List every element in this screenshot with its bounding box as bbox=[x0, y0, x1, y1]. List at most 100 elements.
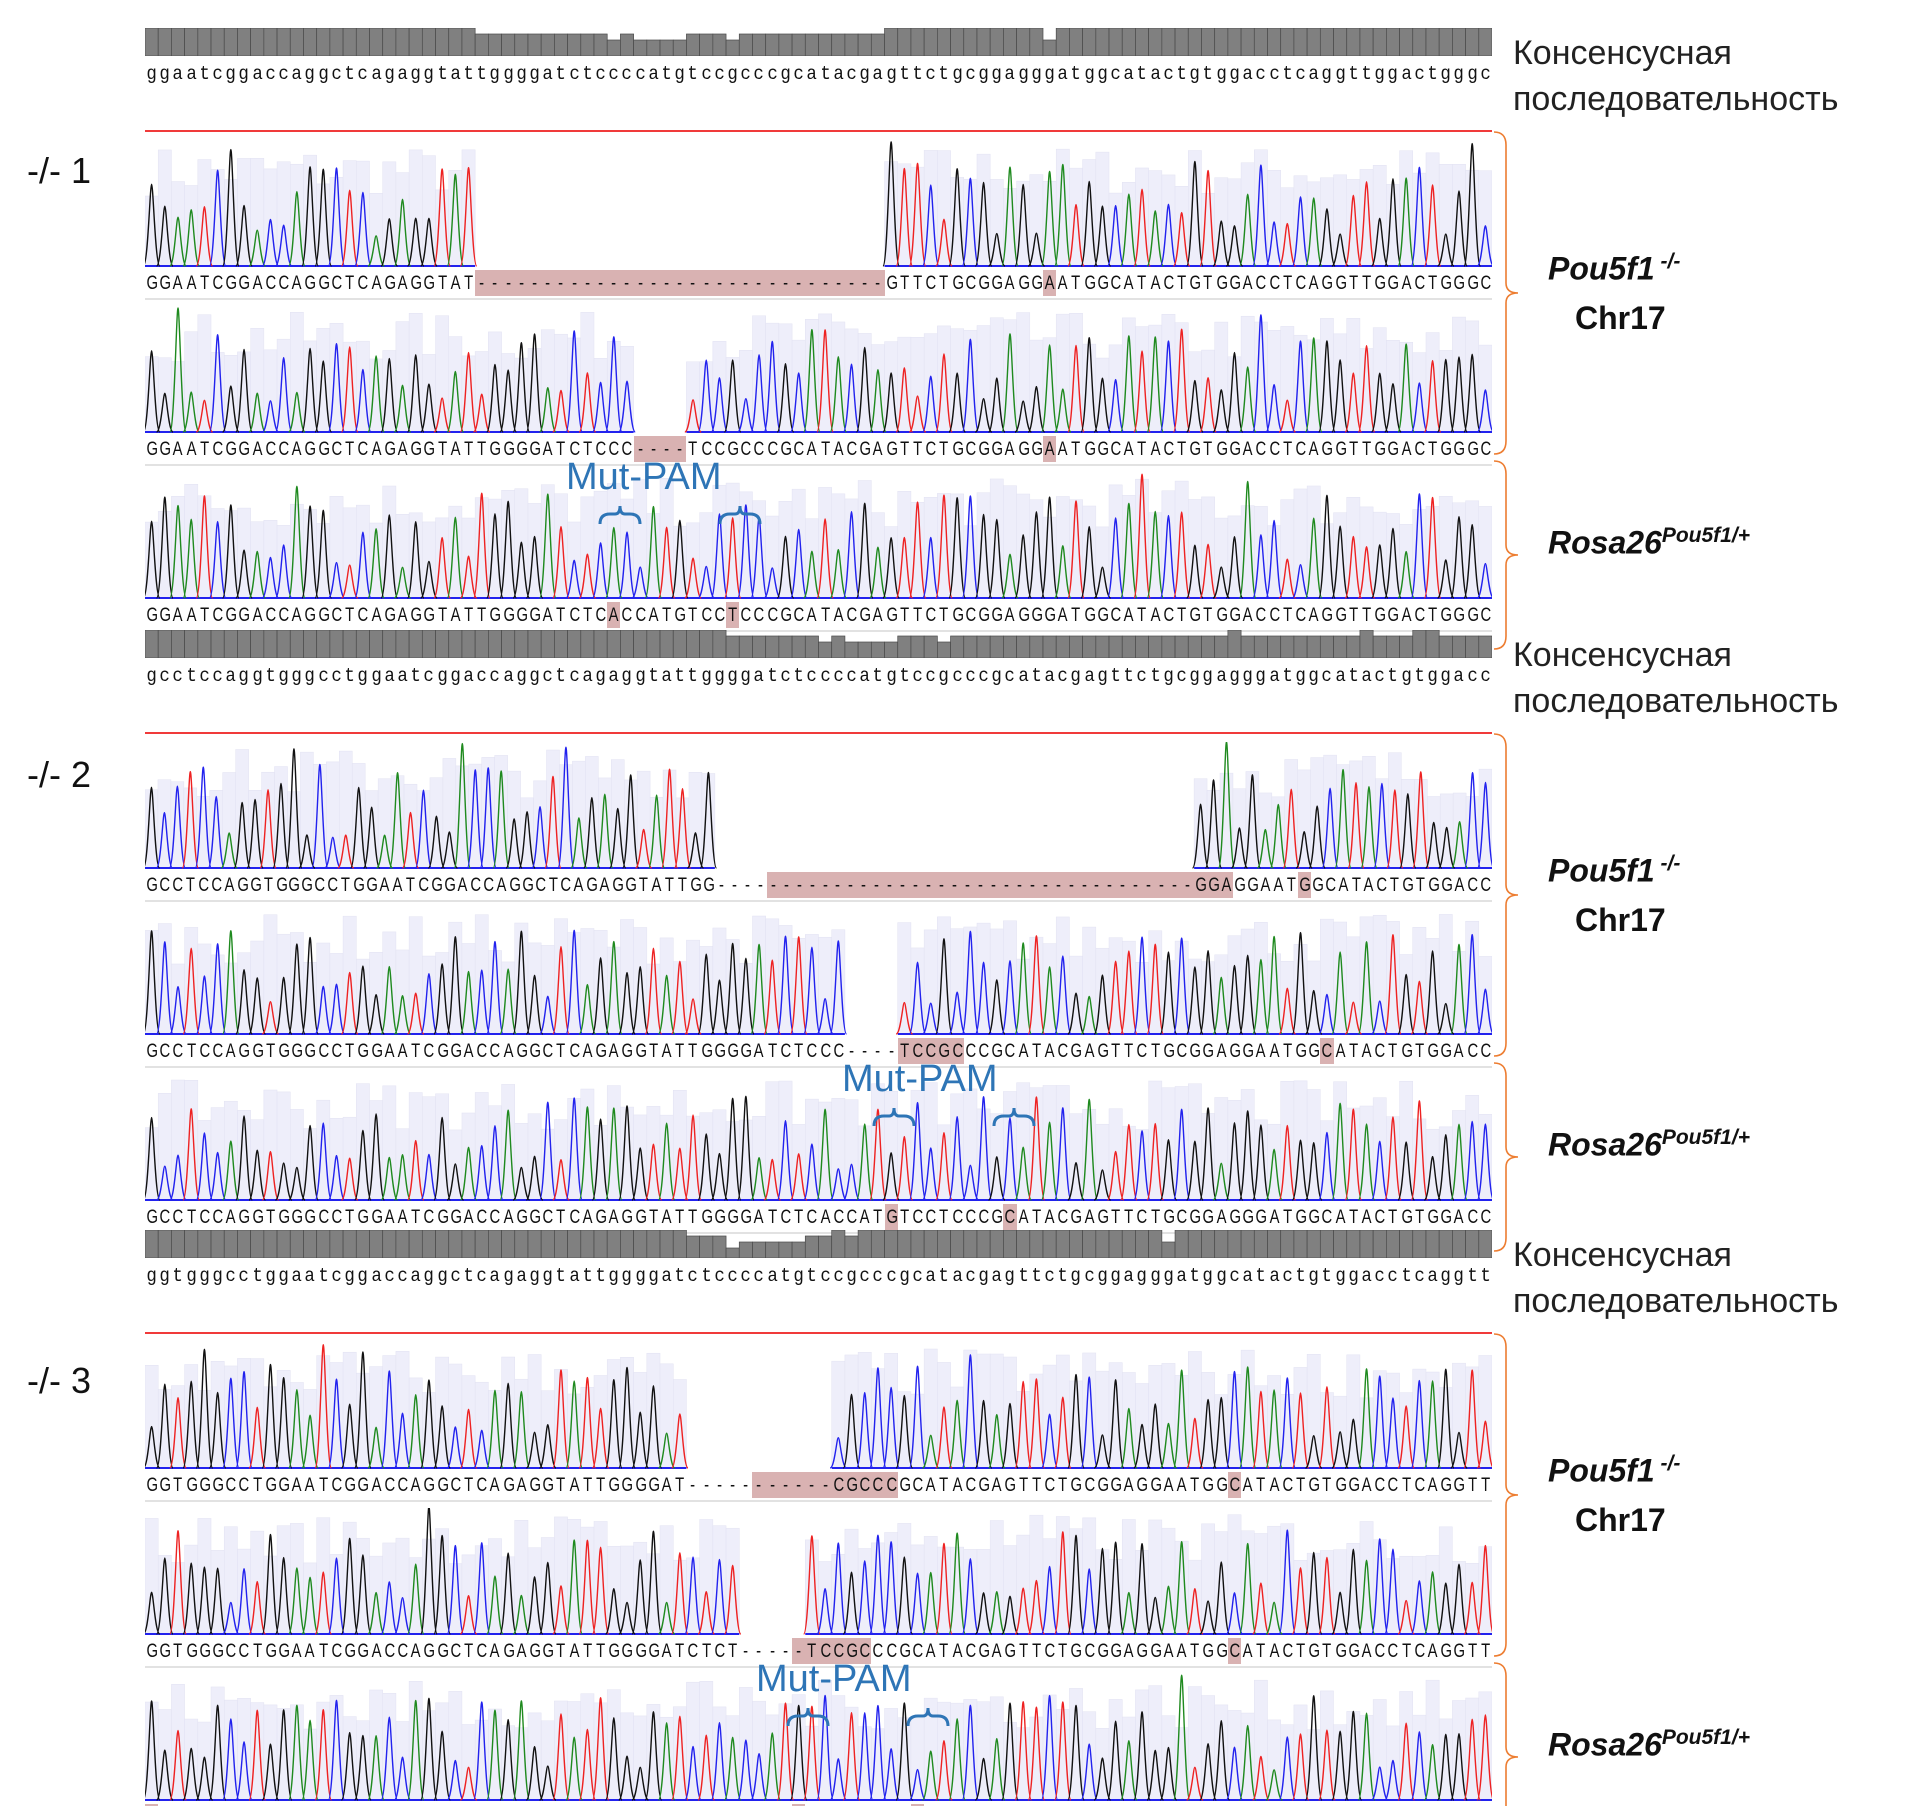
base: t bbox=[1414, 665, 1425, 687]
base: C bbox=[331, 1041, 343, 1062]
trace-peak-T bbox=[1278, 222, 1297, 267]
identity-bar bbox=[1253, 635, 1268, 658]
trace-peak-C bbox=[789, 528, 808, 599]
base: G bbox=[1427, 1041, 1439, 1062]
identity-bar bbox=[540, 630, 555, 658]
base: G bbox=[186, 1475, 198, 1496]
quality-bar bbox=[937, 150, 951, 267]
base: t bbox=[819, 63, 831, 85]
quality-bar bbox=[1280, 1394, 1295, 1469]
identity-bar bbox=[1082, 635, 1097, 658]
base: C bbox=[1414, 1641, 1425, 1662]
trace-peak-G bbox=[776, 535, 795, 599]
base: a bbox=[806, 63, 818, 85]
trace-peak-G bbox=[518, 811, 536, 869]
trace-peak-G bbox=[420, 217, 438, 267]
base: G bbox=[1348, 1641, 1360, 1662]
trace-peak-G bbox=[1225, 225, 1244, 267]
trace-peak-A bbox=[367, 235, 385, 267]
base: g bbox=[370, 665, 382, 687]
base: t bbox=[1295, 1265, 1306, 1287]
identity-bar bbox=[831, 33, 846, 56]
base: c bbox=[740, 1265, 752, 1287]
quality-bar bbox=[1069, 1380, 1083, 1469]
base: c bbox=[1268, 63, 1280, 85]
base: A bbox=[489, 1475, 500, 1496]
base: a bbox=[1427, 1265, 1438, 1287]
base: A bbox=[1057, 439, 1068, 460]
base: C bbox=[1136, 1041, 1148, 1062]
base: A bbox=[872, 605, 883, 626]
trace-peak-G bbox=[1436, 358, 1455, 433]
base: C bbox=[483, 875, 494, 896]
base: a bbox=[1268, 665, 1280, 687]
trace-peak-G bbox=[1212, 389, 1231, 433]
base: C bbox=[780, 1041, 792, 1062]
quality-bar bbox=[1372, 1539, 1387, 1635]
quality-bar bbox=[171, 1562, 185, 1635]
base: - bbox=[1146, 875, 1152, 896]
base: T bbox=[664, 875, 675, 896]
base: C bbox=[1268, 439, 1280, 460]
base: g bbox=[674, 63, 686, 85]
base: a bbox=[1149, 63, 1161, 85]
base: - bbox=[1003, 875, 1009, 896]
trace-peak-C bbox=[591, 381, 610, 433]
base: - bbox=[690, 273, 696, 294]
quality-bar bbox=[897, 1717, 912, 1801]
quality-bar bbox=[1267, 525, 1281, 599]
base: C bbox=[740, 605, 752, 626]
base: G bbox=[859, 605, 872, 626]
base: a bbox=[185, 63, 197, 85]
identity-bar bbox=[1372, 635, 1387, 658]
base: a bbox=[291, 63, 303, 85]
mismatch-highlight bbox=[766, 872, 1233, 898]
identity-bar bbox=[1240, 28, 1255, 56]
base: g bbox=[938, 665, 950, 687]
trace-peak-G bbox=[1384, 382, 1402, 433]
quality-bar bbox=[1254, 321, 1268, 433]
base: G bbox=[1070, 1641, 1083, 1662]
base: G bbox=[366, 875, 379, 896]
identity-bar bbox=[1253, 28, 1268, 56]
identity-bar bbox=[184, 1230, 199, 1258]
base: C bbox=[1057, 1207, 1069, 1228]
base: C bbox=[793, 605, 805, 626]
base: T bbox=[548, 875, 558, 896]
trace-peak-G bbox=[1040, 496, 1059, 599]
base: G bbox=[1202, 1207, 1215, 1228]
base: G bbox=[1110, 1641, 1122, 1662]
base: g bbox=[212, 1265, 223, 1287]
identity-bar bbox=[765, 33, 780, 56]
base: T bbox=[1348, 1041, 1358, 1062]
base: G bbox=[1070, 1475, 1083, 1496]
trace-peak-T bbox=[634, 828, 653, 869]
trace-peak-C bbox=[750, 354, 768, 433]
identity-bar bbox=[1425, 28, 1440, 56]
genotype-label-pou5f1: Pou5f1 -/- bbox=[1548, 250, 1680, 288]
base: A bbox=[1242, 439, 1253, 460]
base: T bbox=[1467, 1475, 1477, 1496]
base: g bbox=[1255, 665, 1267, 687]
base: t bbox=[1057, 1265, 1069, 1287]
quality-bar bbox=[326, 761, 340, 869]
trace-peak-C bbox=[168, 785, 187, 869]
base: c bbox=[1057, 665, 1069, 687]
base: C bbox=[1295, 605, 1307, 626]
base: - bbox=[990, 875, 996, 896]
base: C bbox=[1295, 273, 1307, 294]
trace-peak-C bbox=[1001, 960, 1019, 1035]
base: G bbox=[450, 1041, 462, 1062]
base: G bbox=[502, 605, 515, 626]
identity-bar bbox=[474, 1230, 489, 1258]
trace-peak-C bbox=[274, 356, 293, 433]
identity-bar bbox=[237, 1230, 251, 1258]
base: a bbox=[1216, 665, 1227, 687]
base: - bbox=[769, 273, 775, 294]
base: G bbox=[1084, 439, 1096, 460]
trace-peak-T bbox=[259, 789, 277, 869]
base: C bbox=[159, 875, 171, 896]
quality-bar bbox=[448, 1691, 463, 1801]
